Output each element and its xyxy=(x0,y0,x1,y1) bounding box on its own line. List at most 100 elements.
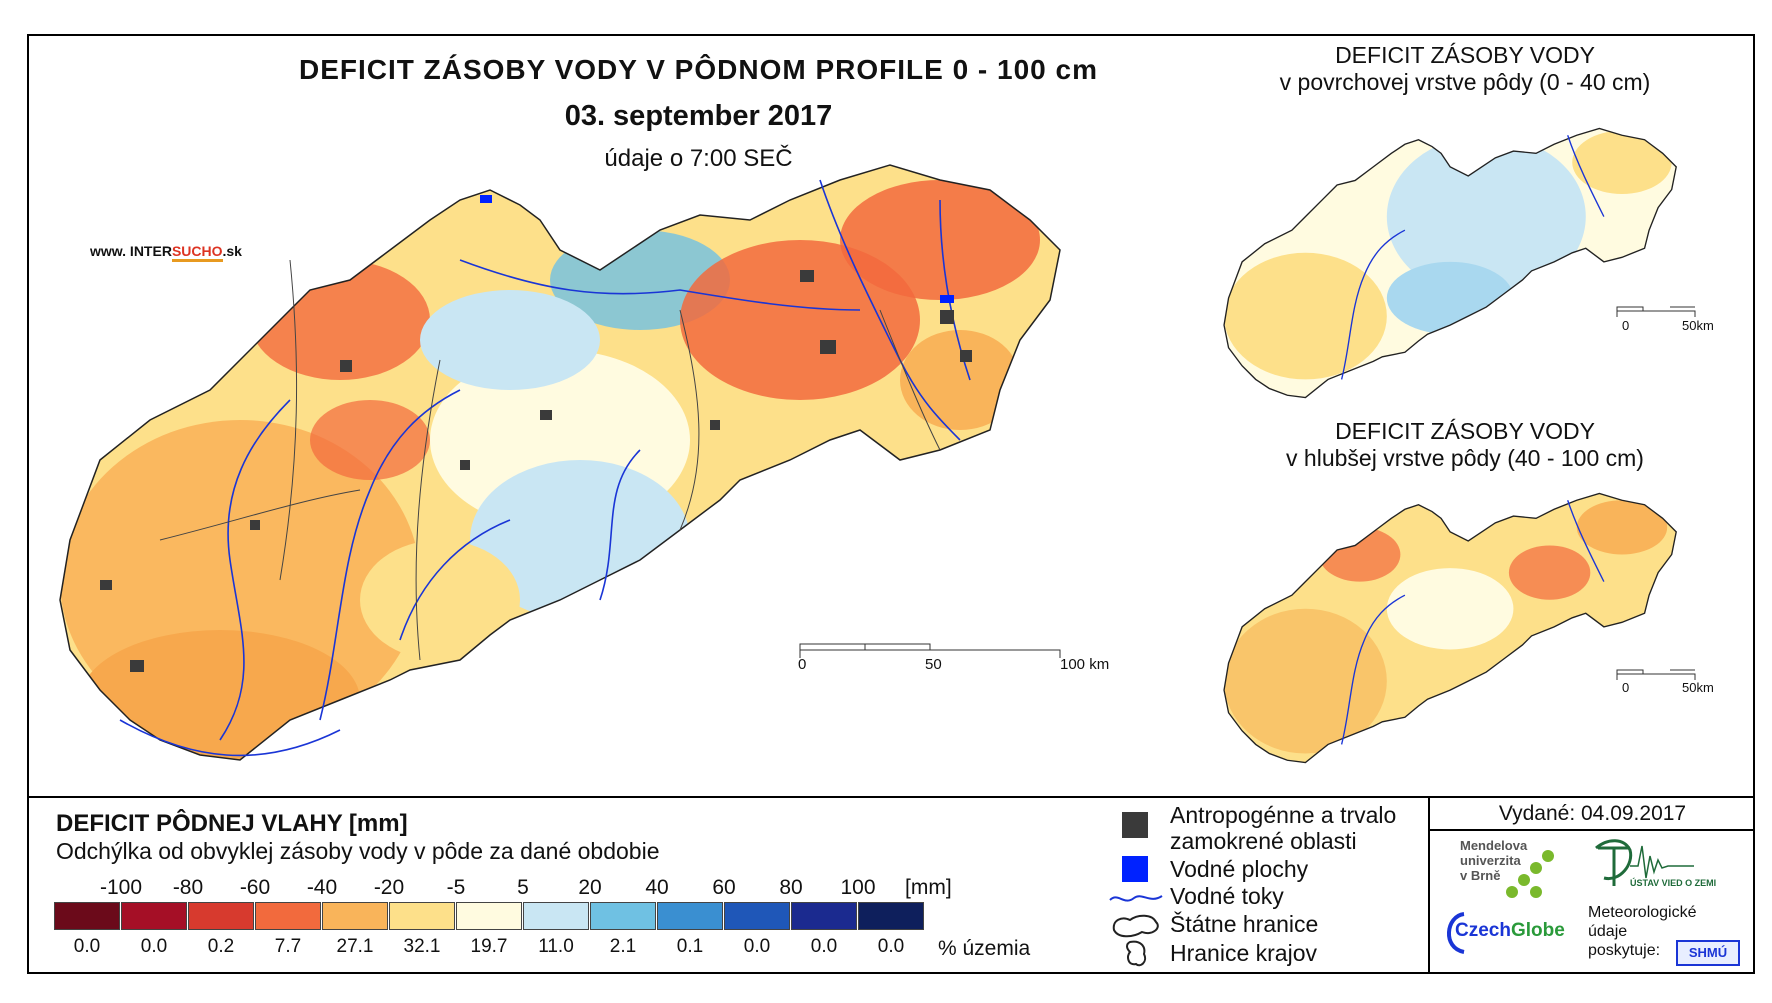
color-bar-percentage: 0.1 xyxy=(676,936,704,957)
color-bar-swatch xyxy=(389,902,455,930)
uvoz-logo-icon xyxy=(1595,839,1694,886)
color-bar-threshold: -80 xyxy=(172,876,204,899)
map-date: 03. september 2017 xyxy=(564,100,833,132)
issued-date: Vydané: 04.09.2017 xyxy=(1498,802,1687,825)
color-bar-threshold: -100 xyxy=(99,876,143,899)
color-bar-threshold: 20 xyxy=(578,876,602,899)
czechglobe-globe: Globe xyxy=(1510,920,1565,941)
color-bar-swatch xyxy=(121,902,187,930)
inset-top-scale-50: 50km xyxy=(1682,318,1714,333)
legend-urban-line2: zamokrené oblasti xyxy=(1170,828,1357,854)
czechglobe-arc-icon xyxy=(1447,912,1465,954)
color-bar-percentage: 0.0 xyxy=(810,936,838,957)
legend-rivers: Vodné toky xyxy=(1170,883,1284,909)
legend-urban-line1: Antropogénne a trvalo xyxy=(1170,802,1397,828)
color-bar-threshold: -60 xyxy=(239,876,271,899)
color-bar-percentage: 32.1 xyxy=(403,936,441,957)
color-bar-swatch xyxy=(657,902,723,930)
meteo-line1: Meteorologické xyxy=(1588,904,1697,921)
website-suffix: .sk xyxy=(222,243,242,259)
meteo-line3: poskytuje: xyxy=(1588,942,1661,959)
legend-separator xyxy=(27,796,1755,798)
inset-top-title-line2: v povrchovej vrstve pôdy (0 - 40 cm) xyxy=(1279,69,1651,95)
water-body xyxy=(480,195,492,203)
inset-top-map xyxy=(1223,127,1677,399)
color-bar-threshold: -20 xyxy=(373,876,405,899)
legend-title: DEFICIT PÔDNEJ VLAHY [mm] xyxy=(56,810,408,837)
mendel-line3: v Brně xyxy=(1460,868,1501,883)
color-bar-percentage: 27.1 xyxy=(336,936,374,957)
uvoz-logo-text: ÚSTAV VIED O ZEMI xyxy=(1630,878,1717,888)
color-bar-threshold: -5 xyxy=(446,876,466,899)
inset-bottom-title: DEFICIT ZÁSOBY VODY v hlubšej vrstve pôd… xyxy=(1240,418,1690,472)
inset-bottom-title-line2: v hlubšej vrstve pôdy (40 - 100 cm) xyxy=(1286,445,1644,471)
issued-separator-horizontal xyxy=(1430,829,1755,831)
mendel-line1: Mendelova xyxy=(1460,838,1528,853)
color-bar-threshold: 80 xyxy=(779,876,803,899)
color-bar-threshold: 60 xyxy=(712,876,736,899)
inset-top-title-line1: DEFICIT ZÁSOBY VODY xyxy=(1335,42,1595,68)
color-bar-swatch xyxy=(724,902,790,930)
inset-bottom-scale xyxy=(1616,669,1696,680)
website-prefix: www. INTER xyxy=(90,243,172,259)
map-subtitle: údaje o 7:00 SEČ xyxy=(604,145,793,172)
inset-bottom-scale-0: 0 xyxy=(1622,680,1630,695)
scale-label-0: 0 xyxy=(798,656,807,673)
color-bar-percentage: 7.7 xyxy=(274,936,302,957)
water-body xyxy=(940,295,954,303)
color-bar-threshold: 100 xyxy=(840,876,876,899)
website-link[interactable]: www. INTERSUCHO.sk xyxy=(90,243,242,262)
color-bar-swatch xyxy=(54,902,120,930)
scale-label-50: 50 xyxy=(925,656,942,673)
scale-label-100: 100 km xyxy=(1060,656,1110,673)
color-bar-swatch xyxy=(188,902,254,930)
map-title: DEFICIT ZÁSOBY VODY V PÔDNOM PROFILE 0 -… xyxy=(298,54,1098,85)
inset-bottom-map xyxy=(1223,492,1677,764)
color-bar-swatch xyxy=(523,902,589,930)
color-bar-swatch xyxy=(322,902,388,930)
czechglobe-logo: CzechGlobe xyxy=(1455,920,1565,942)
mendel-line2: univerzita xyxy=(1460,853,1521,868)
legend-water-bodies: Vodné plochy xyxy=(1170,856,1309,882)
legend-state-border: Štátne hranice xyxy=(1170,911,1319,937)
meteo-line2: údaje xyxy=(1588,923,1628,940)
color-bar-percentage: 0.0 xyxy=(743,936,771,957)
color-bar-swatch xyxy=(590,902,656,930)
color-bar-unit: [mm] xyxy=(905,876,952,899)
legend-subtitle: Odchýlka od obvyklej zásoby vody v pôde … xyxy=(56,838,660,864)
issued-separator-vertical xyxy=(1428,796,1430,974)
color-bar-percentage: 19.7 xyxy=(470,936,508,957)
color-bar-threshold: 40 xyxy=(645,876,669,899)
state-border-icon xyxy=(1112,914,1159,938)
inset-top-scale xyxy=(1616,306,1696,317)
meteo-data-label: Meteorologické údaje poskytuje: xyxy=(1588,903,1697,960)
inset-top-title: DEFICIT ZÁSOBY VODY v povrchovej vrstve … xyxy=(1240,42,1690,96)
legend-urban: Antropogénne a trvalo zamokrené oblasti xyxy=(1170,802,1396,854)
percent-label: % územia xyxy=(938,937,1031,960)
region-border-icon xyxy=(1126,940,1146,967)
color-bar-percentage: 2.1 xyxy=(609,936,637,957)
inset-bottom-scale-50: 50km xyxy=(1682,680,1714,695)
blue-square-icon xyxy=(1122,856,1148,882)
color-bar-percentage: 0.0 xyxy=(140,936,168,957)
mendel-university-logo: Mendelova univerzita v Brně xyxy=(1460,838,1527,883)
color-bar-percentage: 11.0 xyxy=(538,936,574,957)
color-bar-threshold: -40 xyxy=(306,876,338,899)
color-bar-percentage: 0.0 xyxy=(877,936,905,957)
main-map xyxy=(59,164,1061,761)
inset-bottom-title-line1: DEFICIT ZÁSOBY VODY xyxy=(1335,418,1595,444)
shmu-logo: SHMÚ xyxy=(1676,940,1740,966)
website-mid: SUCHO xyxy=(171,243,223,262)
shmu-logo-text: SHMÚ xyxy=(1688,945,1728,960)
czechglobe-czech: Czech xyxy=(1455,920,1511,941)
main-scale-bar xyxy=(799,643,1061,658)
river-line-icon xyxy=(1109,895,1163,902)
color-bar-swatch xyxy=(858,902,924,930)
color-bar-swatch xyxy=(255,902,321,930)
color-bar-percentage: 0.2 xyxy=(207,936,235,957)
color-bar-threshold: 5 xyxy=(517,876,529,899)
color-bar-swatch xyxy=(791,902,857,930)
inset-top-scale-0: 0 xyxy=(1622,318,1630,333)
mendel-dots-icon xyxy=(1506,850,1554,898)
color-bar-percentage: 0.0 xyxy=(73,936,101,957)
